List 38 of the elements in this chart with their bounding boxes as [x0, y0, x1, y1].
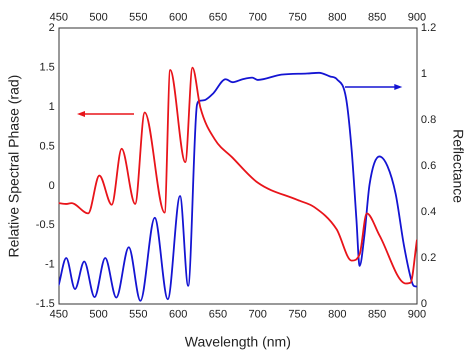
y-tick-label: 2	[48, 22, 55, 34]
y-tick-label: -1	[44, 258, 55, 271]
x2-tick-label: 600	[168, 12, 188, 24]
x2-tick-label: 500	[89, 12, 108, 24]
x-tick-label: 900	[408, 308, 426, 321]
x-tick-label: 700	[248, 308, 267, 321]
y-axis-title: Relative Spectral Phase (rad)	[5, 74, 22, 258]
y2-axis-title: Reflectance	[450, 129, 467, 204]
x-tick-label: 500	[89, 308, 108, 321]
x-tick-label: 750	[288, 308, 307, 321]
x-axis-title: Wavelength (nm)	[184, 333, 291, 350]
x-tick-label: 800	[328, 308, 346, 321]
x2-tick-label: 550	[129, 12, 148, 24]
y-tick-label: 0	[48, 180, 55, 192]
y2-tick-label: 0.6	[420, 160, 436, 172]
y-tick-label: 1	[48, 101, 55, 114]
x2-tick-label: 750	[288, 12, 307, 24]
x2-tick-label: 900	[408, 12, 426, 24]
x2-tick-label: 650	[208, 12, 228, 24]
y2-tick-label: 0.4	[420, 206, 436, 218]
y-tick-label: -0.5	[36, 219, 55, 232]
x-tick-label: 600	[168, 308, 188, 321]
x2-tick-label: 850	[368, 12, 386, 24]
x-tick-label: 450	[50, 308, 68, 321]
y2-tick-label: 0	[420, 298, 428, 310]
y2-tick-label: 0.8	[420, 114, 436, 126]
x-tick-label: 650	[208, 308, 228, 321]
x2-tick-label: 800	[328, 12, 346, 24]
x-tick-label: 850	[368, 308, 386, 321]
x-tick-label: 550	[129, 308, 148, 321]
y2-tick-label: 0.2	[420, 252, 436, 264]
y-tick-label: 1.5	[39, 62, 55, 74]
y2-tick-label: 1.2	[420, 22, 436, 34]
y-tick-label: 0.5	[39, 140, 55, 152]
y-tick-label: -1.5	[36, 298, 55, 310]
x2-tick-label: 450	[50, 12, 68, 24]
x2-tick-label: 700	[248, 12, 267, 24]
y2-tick-label: 1	[420, 68, 428, 80]
